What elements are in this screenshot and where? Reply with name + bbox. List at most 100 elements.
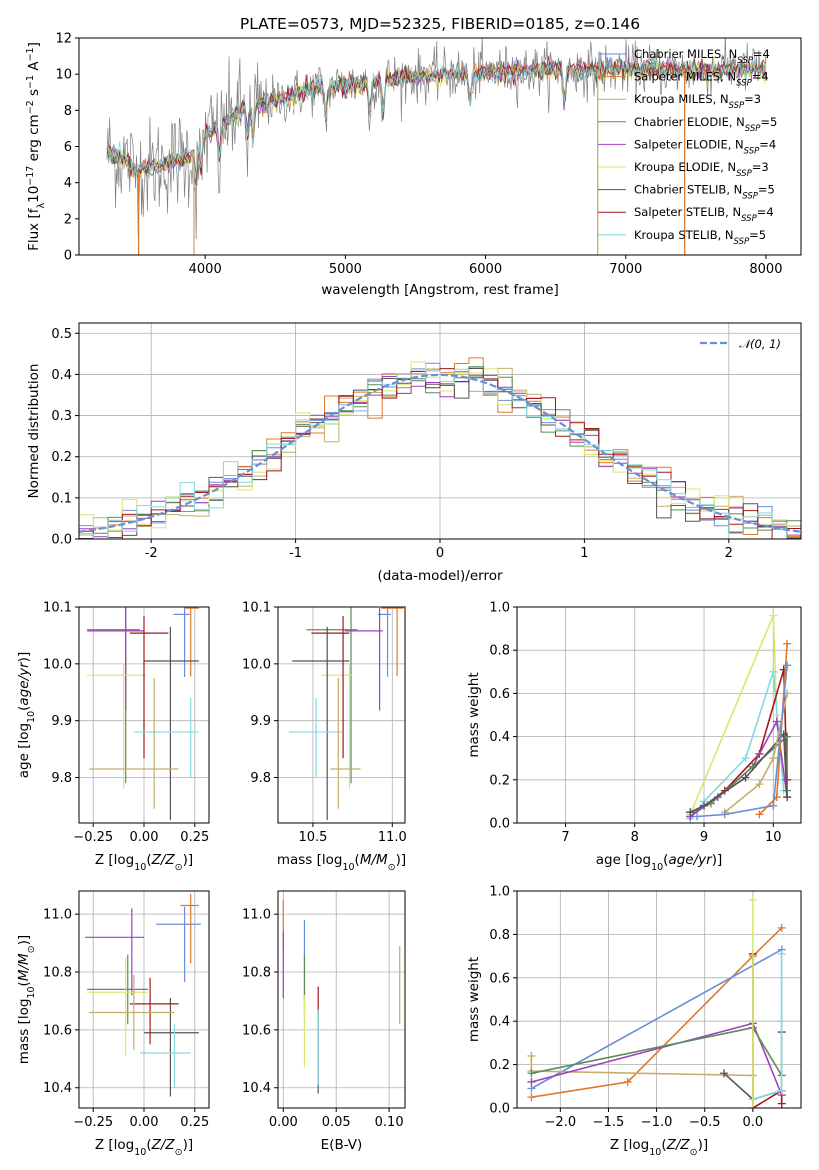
weight-marker — [769, 611, 778, 620]
y-tick-label: 0.5 — [51, 327, 72, 342]
x-tick-label: 0.10 — [375, 1115, 404, 1130]
x-tick-label: 4000 — [189, 262, 222, 277]
weight-marker — [693, 812, 702, 821]
y-tick-label: 10.6 — [242, 1023, 271, 1038]
weight-marker — [777, 1086, 786, 1095]
x-tick-label: 0.00 — [130, 1115, 159, 1130]
weight-marker — [772, 717, 781, 726]
y-tick-label: 10.1 — [43, 601, 72, 616]
plot-area — [106, 38, 767, 255]
observed-spectrum — [106, 38, 767, 240]
y-tick-label: 0.4 — [51, 368, 72, 383]
y-tick-label: 8 — [64, 104, 72, 119]
weight-marker — [783, 661, 792, 670]
x-tick-label: 0.25 — [180, 1115, 209, 1130]
plot-spectrum: Chabrier MILES, NSSP=4 Salpeter MILES, NS… — [25, 32, 802, 298]
y-tick-label: 4 — [64, 176, 72, 191]
y-tick-label: 10.8 — [242, 966, 271, 981]
plot-mass_weight_vs_age: 7 8 9 10 0.0 0.2 0.4 0.6 0.8 1.0 age [log10(age/yr… — [466, 601, 802, 873]
y-tick-label: 0.4 — [489, 1015, 510, 1030]
y-tick-label: 10.0 — [242, 657, 271, 672]
weight-line-8 — [697, 665, 788, 818]
y-tick-label: 1.0 — [489, 601, 510, 616]
weight-marker — [741, 754, 750, 763]
y-tick-label: 9.9 — [250, 714, 271, 729]
weight-marker — [527, 1077, 536, 1086]
weight-marker — [769, 754, 778, 763]
weight-marker — [527, 1069, 536, 1078]
y-tick-label: 0.0 — [489, 1102, 510, 1117]
weight-marker — [748, 895, 757, 904]
x-tick-label: 10 — [765, 830, 782, 845]
y-axis-label: age [log10(age/yr)] — [16, 652, 37, 778]
y-tick-label: 10.8 — [43, 966, 72, 981]
x-tick-label: −0.5 — [689, 1115, 721, 1130]
axes-frame — [277, 890, 406, 1109]
y-axis-label: Normed distribution — [26, 364, 42, 499]
x-axis-label: Z [log10(Z/Z⊙)] — [610, 1137, 708, 1158]
y-tick-label: 0.8 — [489, 928, 510, 943]
y-tick-label: 0.0 — [489, 817, 510, 832]
plot-area — [87, 607, 199, 821]
weight-marker — [686, 808, 695, 817]
y-tick-label: 10 — [55, 68, 72, 83]
x-axis-label: (data-model)/error — [377, 568, 503, 584]
figure-title: PLATE=0573, MJD=52325, FIBERID=0185, z=0… — [240, 15, 640, 33]
y-tick-label: 2 — [64, 212, 72, 227]
legend-label: Chabrier STELIB, NSSP=5 — [634, 183, 775, 202]
weight-line-2 — [530, 1055, 754, 1100]
x-tick-label: 5000 — [329, 262, 362, 277]
x-tick-label: 0 — [436, 546, 444, 561]
weight-marker — [748, 1104, 757, 1108]
weight-line-0 — [531, 927, 783, 1098]
y-tick-label: 0.3 — [51, 409, 72, 424]
plot-mass_weight_vs_Z: −2.0 −1.5 −1.0 −0.5 0.0 0.0 0.2 0.4 0.6 0.8 1.0 Z [… — [466, 885, 802, 1158]
legend-label: Salpeter STELIB, NSSP=4 — [634, 205, 774, 224]
y-axis-label: mass weight — [466, 672, 482, 757]
x-tick-label: 2 — [725, 546, 733, 561]
histogram-step-8 — [79, 368, 801, 539]
y-tick-label: 0.1 — [51, 491, 72, 506]
x-tick-label: 9 — [700, 830, 708, 845]
x-tick-label: 11.0 — [378, 830, 407, 845]
legend: Chabrier MILES, NSSP=4 Salpeter MILES, NS… — [598, 47, 777, 247]
y-tick-label: 0.6 — [489, 971, 510, 986]
weight-marker — [777, 923, 786, 932]
plot-area — [282, 899, 401, 1094]
plot-residuals: 𝒩(0, 1) (data-model)/error Normed distribu… — [26, 322, 802, 584]
weight-marker — [527, 1051, 536, 1060]
legend-label: 𝒩(0, 1) — [739, 337, 781, 351]
normal-curve — [79, 373, 801, 533]
weight-marker — [720, 810, 729, 819]
x-axis-label: E(B-V) — [321, 1137, 363, 1153]
weight-marker — [527, 1093, 536, 1102]
y-tick-label: 10.6 — [43, 1023, 72, 1038]
y-tick-label: 9.8 — [250, 771, 271, 786]
y-tick-label: 10.1 — [242, 601, 271, 616]
weight-line-6 — [724, 693, 788, 813]
y-tick-label: 0.4 — [489, 730, 510, 745]
y-tick-label: 0.2 — [489, 1058, 510, 1073]
plot-area — [79, 357, 801, 539]
weight-marker — [755, 780, 764, 789]
x-tick-label: 7000 — [609, 262, 642, 277]
plot-mass_vs_Z: −0.25 0.00 0.25 10.4 10.6 10.8 11.0 Z [log10(Z/… — [16, 890, 210, 1158]
plot-area — [527, 895, 786, 1108]
axes-frame — [516, 606, 802, 824]
x-tick-label: 1 — [580, 546, 588, 561]
x-axis-label: mass [log10(M/M⊙)] — [277, 852, 406, 873]
legend-label: Chabrier ELODIE, NSSP=5 — [634, 115, 777, 134]
y-tick-label: 12 — [55, 32, 72, 47]
y-tick-label: 0.2 — [489, 773, 510, 788]
y-tick-label: 0 — [64, 249, 72, 264]
weight-marker — [755, 810, 764, 819]
x-axis-label: age [log10(age/yr)] — [596, 852, 722, 873]
x-tick-label: 6000 — [469, 262, 502, 277]
x-tick-label: −1.0 — [641, 1115, 673, 1130]
axes-frame — [516, 890, 802, 1109]
x-tick-label: 7 — [561, 830, 569, 845]
weight-marker — [777, 1017, 786, 1026]
plot-mass_vs_EBV: 0.00 0.05 0.10 10.4 10.6 10.8 11.0 E(B-V) — [242, 890, 406, 1153]
y-tick-label: 11.0 — [242, 908, 271, 923]
x-tick-label: 0.25 — [180, 830, 209, 845]
